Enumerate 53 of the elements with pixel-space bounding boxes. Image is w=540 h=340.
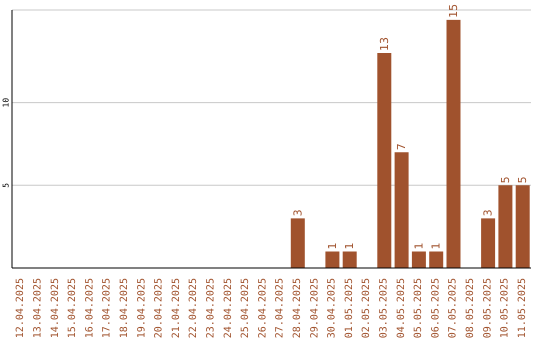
x-tick-label: 12.04.2025 bbox=[15, 278, 26, 338]
x-tick-label: 03.05.2025 bbox=[378, 278, 390, 338]
x-tick-label: 05.05.2025 bbox=[413, 278, 424, 338]
y-tick-label: 10 bbox=[2, 98, 10, 108]
x-tick-label: 26.04.2025 bbox=[257, 278, 268, 338]
data-label: 13 bbox=[378, 37, 391, 51]
data-label: 5 bbox=[498, 176, 512, 184]
x-tick-label: 04.05.2025 bbox=[396, 278, 407, 338]
data-label: 7 bbox=[395, 143, 408, 150]
bar bbox=[516, 185, 530, 268]
x-tick-label: 19.04.2025 bbox=[136, 278, 148, 338]
bar bbox=[412, 251, 426, 268]
x-tick-label: 13.04.2025 bbox=[32, 278, 44, 338]
bar bbox=[446, 20, 460, 268]
bar bbox=[325, 251, 340, 268]
x-tick-label: 14.04.2025 bbox=[50, 278, 61, 338]
data-label: 1 bbox=[412, 242, 426, 250]
x-tick-label: 10.05.2025 bbox=[500, 278, 511, 338]
data-label: 1 bbox=[430, 242, 443, 250]
x-tick-label: 27.04.2025 bbox=[274, 278, 286, 338]
x-tick-label: 30.04.2025 bbox=[326, 278, 338, 338]
x-tick-label: 22.04.2025 bbox=[188, 278, 200, 338]
x-tick-label: 21.04.2025 bbox=[170, 278, 182, 338]
x-tick-label: 17.04.2025 bbox=[102, 278, 113, 338]
bar bbox=[290, 218, 305, 268]
x-tick-label: 24.04.2025 bbox=[222, 278, 234, 338]
x-tick-label: 23.04.2025 bbox=[205, 278, 216, 338]
data-label: 3 bbox=[291, 209, 304, 216]
x-tick-label: 25.04.2025 bbox=[240, 278, 252, 338]
x-tick-label: 07.05.2025 bbox=[448, 278, 459, 338]
x-tick-label: 09.05.2025 bbox=[482, 278, 494, 338]
x-tick-label: 15.04.2025 bbox=[67, 278, 78, 338]
x-tick-label: 11.05.2025 bbox=[516, 278, 528, 338]
x-tick-label: 08.05.2025 bbox=[464, 278, 476, 338]
x-tick-label: 29.04.2025 bbox=[309, 278, 320, 338]
bar bbox=[429, 251, 444, 268]
x-tick-label: 02.05.2025 bbox=[361, 278, 372, 338]
x-tick-label: 06.05.2025 bbox=[430, 278, 442, 338]
x-tick-label: 16.04.2025 bbox=[84, 278, 96, 338]
bar bbox=[481, 218, 496, 268]
bar bbox=[342, 251, 357, 268]
data-label: 15 bbox=[447, 4, 460, 18]
x-tick-label: 20.04.2025 bbox=[154, 278, 165, 338]
bar bbox=[498, 185, 512, 268]
bar bbox=[377, 53, 392, 268]
x-tick-label: 01.05.2025 bbox=[344, 278, 355, 338]
x-tick-label: 18.04.2025 bbox=[118, 278, 130, 338]
data-label: 1 bbox=[326, 242, 339, 250]
data-label: 1 bbox=[343, 242, 356, 250]
data-label: 5 bbox=[516, 176, 530, 184]
bar bbox=[394, 152, 409, 268]
x-tick-label: 28.04.2025 bbox=[292, 278, 303, 338]
data-label: 3 bbox=[482, 209, 495, 216]
